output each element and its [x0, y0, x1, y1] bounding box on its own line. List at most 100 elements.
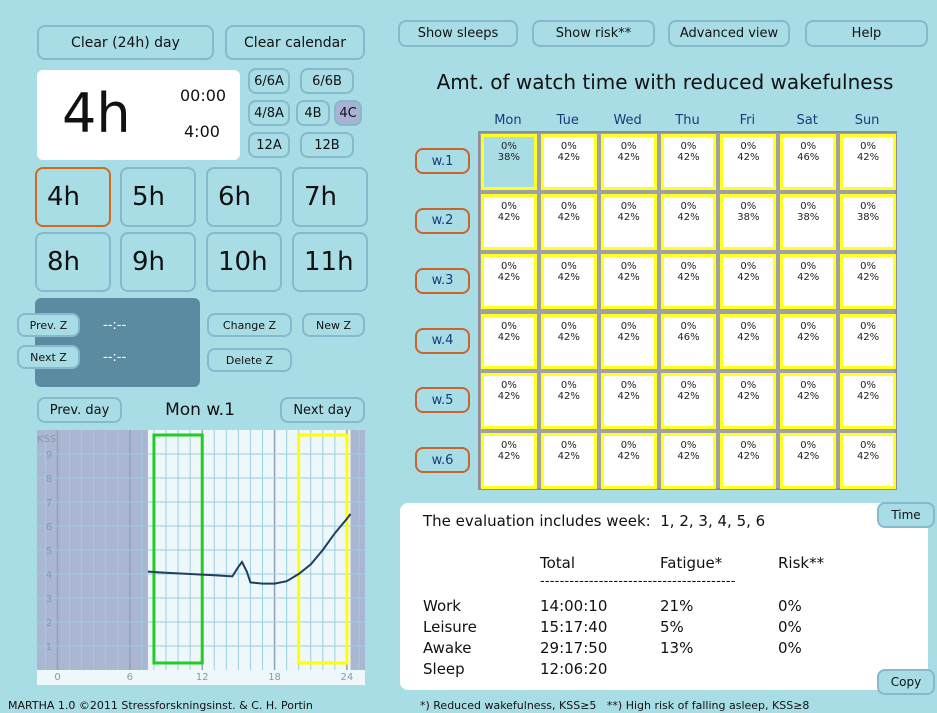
cell-value: 0% — [680, 141, 697, 152]
calendar-cell[interactable]: 0% 42% — [540, 134, 597, 190]
button[interactable]: Next day — [280, 397, 365, 423]
y-tick-label: 5 — [46, 546, 52, 557]
hour-button[interactable]: 7h — [292, 167, 368, 227]
toolbar-button[interactable]: Show sleeps — [398, 20, 518, 47]
shift-button[interactable]: 4/8A — [248, 100, 290, 126]
calendar-cell[interactable]: 0% 42% — [780, 313, 837, 370]
hour-button[interactable]: 6h — [206, 167, 282, 227]
week-button[interactable]: w.2 — [415, 207, 470, 234]
hour-button[interactable]: 4h — [35, 167, 111, 227]
hour-button[interactable]: 8h — [35, 232, 111, 292]
week-button[interactable]: w.6 — [415, 447, 470, 474]
calendar-cell[interactable]: 0% 42% — [600, 373, 657, 430]
cell-value: 38% — [737, 211, 760, 223]
toolbar-button[interactable]: Show risk** — [532, 20, 655, 47]
calendar-cell[interactable]: 0% 46% — [660, 313, 717, 370]
cell-value: 0% — [740, 320, 757, 332]
calendar-cell[interactable]: 0% 42% — [481, 193, 537, 250]
calendar-cell[interactable]: 0% 42% — [840, 373, 896, 430]
cell-value: 42% — [557, 331, 580, 343]
hour-button[interactable]: 10h — [206, 232, 282, 292]
week-button[interactable]: w.3 — [415, 267, 470, 294]
cell-value: 42% — [737, 271, 760, 283]
calendar-cell[interactable]: 0% 42% — [660, 193, 717, 250]
hour-button[interactable]: 9h — [120, 232, 196, 292]
watch — [297, 433, 349, 665]
y-tick-label: 8 — [46, 474, 52, 485]
calendar-cell[interactable]: 0% 42% — [540, 253, 597, 310]
calendar-cell[interactable]: 0% 42% — [780, 253, 837, 310]
shift-button[interactable]: 4B — [296, 100, 330, 126]
cell-value: 0% — [860, 440, 876, 452]
calendar-cell[interactable]: 0% 38% — [720, 193, 777, 250]
button[interactable]: New Z — [302, 313, 365, 337]
calendar-cell[interactable]: 0% 42% — [540, 433, 597, 489]
button[interactable]: Copy — [877, 669, 935, 695]
calendar-cell[interactable]: 0% 42% — [660, 373, 717, 430]
calendar-cell[interactable]: 0% 42% — [840, 433, 896, 489]
calendar-cell[interactable]: 0% 42% — [600, 253, 657, 310]
button[interactable]: Prev. day — [37, 397, 122, 423]
cell-value: 0% — [560, 200, 577, 212]
calendar-cell[interactable]: 0% 42% — [600, 433, 657, 489]
calendar-cell[interactable]: 0% 42% — [660, 134, 717, 190]
cell-value: 42% — [617, 391, 640, 403]
cell-value: 0% — [800, 440, 817, 452]
shift-button[interactable]: 12A — [248, 132, 290, 158]
cell-value: 42% — [497, 211, 521, 223]
button[interactable]: Change Z — [207, 313, 292, 337]
button[interactable]: Time — [877, 502, 935, 528]
calendar-cell[interactable]: 0% 46% — [780, 134, 837, 190]
calendar-cell[interactable]: 0% 42% — [600, 313, 657, 370]
calendar-cell[interactable]: 0% 38% — [780, 193, 837, 250]
calendar-cell[interactable]: 0% 42% — [720, 433, 777, 489]
cell-value: 0% — [680, 440, 697, 452]
calendar-cell[interactable]: 0% 42% — [600, 134, 657, 190]
summary-cell: 15:17:40 — [540, 618, 608, 636]
calendar-cell[interactable]: 0% 42% — [481, 313, 537, 370]
toolbar-button[interactable]: Advanced view — [668, 20, 790, 47]
calendar-cell[interactable]: 0% 42% — [840, 134, 896, 190]
cell-value: 42% — [677, 152, 700, 163]
week-button[interactable]: w.5 — [415, 387, 470, 414]
calendar-cell[interactable]: 0% 42% — [481, 433, 537, 489]
calendar-cell[interactable]: 0% 42% — [780, 373, 837, 430]
week-button[interactable]: w.1 — [415, 148, 470, 174]
shift-button[interactable]: 6/6A — [248, 68, 290, 94]
button[interactable]: Prev. Z — [17, 313, 80, 337]
button[interactable]: Next Z — [17, 345, 80, 369]
cell-value: 0% — [800, 200, 817, 212]
calendar-cell[interactable]: 0% 42% — [840, 253, 896, 310]
cell-value: 42% — [797, 451, 820, 463]
calendar-cell[interactable]: 0% 42% — [481, 373, 537, 430]
day-header: Thu — [675, 113, 700, 128]
calendar-cell[interactable]: 0% 42% — [600, 193, 657, 250]
shift-button[interactable]: 6/6B — [300, 68, 354, 94]
calendar-cell[interactable]: 0% 38% — [481, 134, 537, 190]
hour-button[interactable]: 5h — [120, 167, 196, 227]
hour-button[interactable]: 11h — [292, 232, 368, 292]
button[interactable]: Clear calendar — [225, 25, 365, 60]
calendar-cell[interactable]: 0% 42% — [660, 433, 717, 489]
calendar-cell[interactable]: 0% 42% — [840, 313, 896, 370]
calendar-cell[interactable]: 0% 42% — [780, 433, 837, 489]
calendar-cell[interactable]: 0% 42% — [720, 373, 777, 430]
calendar-cell[interactable]: 0% 42% — [720, 313, 777, 370]
calendar-cell[interactable]: 0% 42% — [481, 253, 537, 310]
calendar-cell[interactable]: 0% 42% — [720, 253, 777, 310]
calendar-cell[interactable]: 0% 42% — [540, 313, 597, 370]
calendar-cell[interactable]: 0% 42% — [660, 253, 717, 310]
shift-button[interactable]: 12B — [300, 132, 354, 158]
button[interactable]: Delete Z — [207, 348, 292, 372]
summary-cell: 5% — [660, 618, 684, 636]
button[interactable]: Clear (24h) day — [37, 25, 214, 60]
week-button[interactable]: w.4 — [415, 327, 470, 354]
cell-value: 42% — [797, 331, 820, 343]
toolbar-button[interactable]: Help — [805, 20, 928, 47]
calendar-cell[interactable]: 0% 42% — [540, 373, 597, 430]
calendar-cell[interactable]: 0% 42% — [720, 134, 777, 190]
shift-button[interactable]: 4C — [334, 100, 362, 126]
column-header: Total — [540, 554, 576, 572]
calendar-cell[interactable]: 0% 38% — [840, 193, 896, 250]
calendar-cell[interactable]: 0% 42% — [540, 193, 597, 250]
